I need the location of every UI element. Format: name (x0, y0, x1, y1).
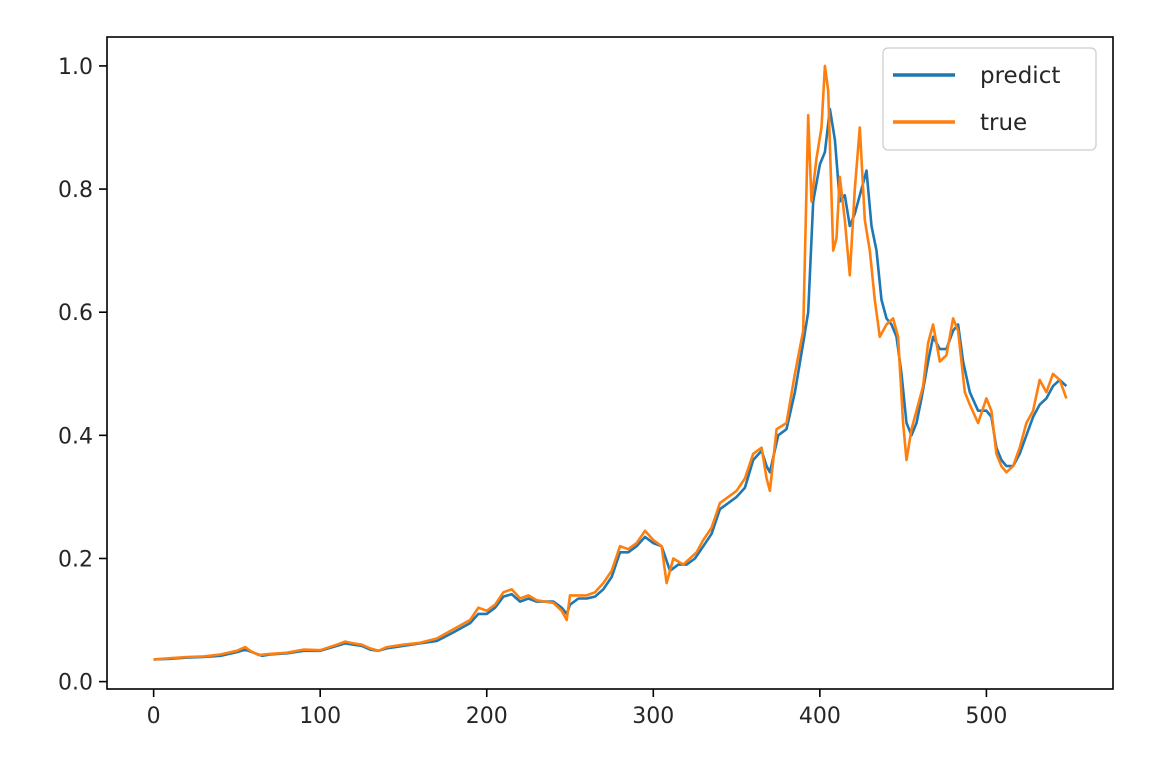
x-tick-label: 200 (466, 704, 508, 729)
y-tick-label: 1.0 (58, 55, 93, 80)
legend: predict true (882, 47, 1097, 151)
y-tick-label: 0.2 (58, 547, 93, 572)
x-tick-label: 400 (799, 704, 841, 729)
y-tick-label: 0.0 (58, 671, 93, 696)
x-tick-label: 100 (299, 704, 341, 729)
y-axis: 0.0 0.2 0.4 0.6 0.8 1.0 (58, 55, 107, 696)
y-tick-label: 0.8 (58, 178, 93, 203)
x-tick-label: 300 (632, 704, 674, 729)
legend-label-true: true (980, 110, 1027, 136)
x-tick-label: 500 (965, 704, 1007, 729)
x-axis: 0 100 200 300 400 500 (147, 689, 1007, 729)
x-tick-label: 0 (147, 704, 161, 729)
y-tick-label: 0.6 (58, 301, 93, 326)
legend-label-predict: predict (980, 63, 1060, 89)
series-layer (153, 64, 1068, 661)
series-line-true (153, 64, 1068, 661)
axes-frame (106, 36, 1114, 690)
y-tick-label: 0.4 (58, 424, 93, 449)
